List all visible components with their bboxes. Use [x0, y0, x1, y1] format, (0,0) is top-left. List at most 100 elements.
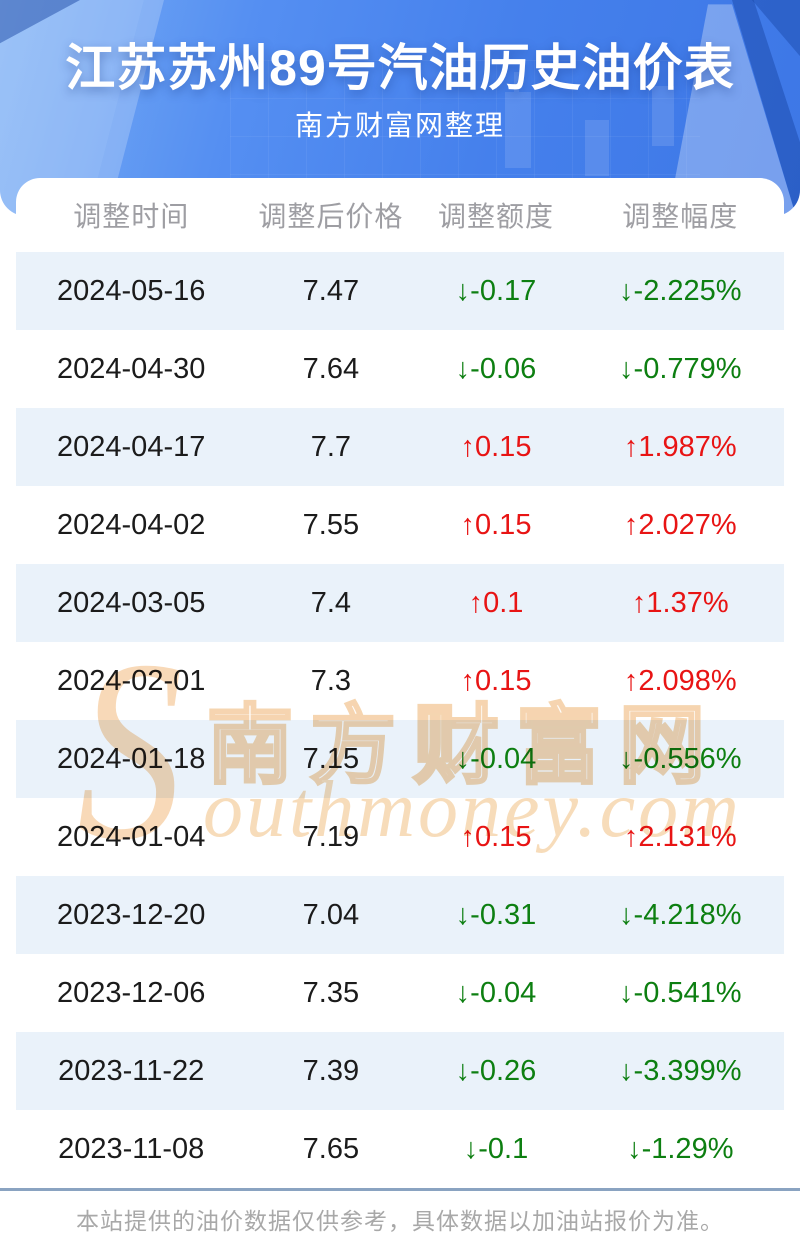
table-row: 2024-05-16 7.47 ↓-0.17 ↓-2.225%: [16, 252, 784, 330]
date-cell: 2023-11-08: [58, 1132, 205, 1165]
date-cell: 2023-12-06: [57, 976, 206, 1009]
percent-cell: ↑1.37%: [631, 586, 729, 619]
up-arrow-icon: ↑: [460, 508, 476, 541]
price-cell: 7.15: [302, 742, 360, 775]
up-arrow-icon: ↑: [623, 820, 639, 853]
price-cell: 7.47: [302, 274, 360, 307]
down-arrow-icon: ↓: [619, 898, 634, 931]
down-arrow-icon: ↓: [619, 1054, 634, 1087]
table-row: 2024-04-17 7.7 ↑0.15 ↑1.987%: [16, 408, 784, 486]
page-subtitle: 南方财富网整理: [294, 110, 505, 141]
column-header-adjust-rate: 调整幅度: [622, 201, 739, 232]
column-header-adjust-time: 调整时间: [73, 201, 190, 232]
down-arrow-icon: ↓: [455, 742, 471, 775]
down-arrow-icon: ↓: [455, 274, 471, 307]
date-cell: 2023-12-20: [57, 898, 206, 931]
up-arrow-icon: ↑: [623, 430, 639, 463]
footer-note: 本站提供的油价数据仅供参考，具体数据以加油站报价为准。: [76, 1208, 724, 1234]
table-row: 2024-01-04 7.19 ↑0.15 ↑2.131%: [16, 798, 784, 876]
down-arrow-icon: ↓: [463, 1132, 479, 1165]
change-cell: ↑0.15: [460, 508, 532, 541]
table-row: 2023-11-08 7.65 ↓-0.1 ↓-1.29%: [16, 1110, 784, 1188]
down-arrow-icon: ↓: [455, 352, 471, 385]
date-cell: 2024-01-04: [57, 820, 206, 853]
price-cell: 7.19: [302, 820, 360, 853]
change-cell: ↑0.1: [468, 586, 524, 619]
down-arrow-icon: ↓: [619, 352, 634, 385]
price-cell: 7.64: [302, 352, 360, 385]
price-cell: 7.04: [302, 898, 360, 931]
change-cell: ↑0.15: [460, 430, 532, 463]
up-arrow-icon: ↑: [623, 664, 639, 697]
date-cell: 2024-05-16: [57, 274, 206, 307]
date-cell: 2024-01-18: [57, 742, 206, 775]
table-row: 2024-04-02 7.55 ↑0.15 ↑2.027%: [16, 486, 784, 564]
percent-cell: ↓-4.218%: [619, 898, 742, 931]
up-arrow-icon: ↑: [631, 586, 647, 619]
candlestick-decoration: [514, 72, 519, 92]
percent-cell: ↓-0.541%: [619, 976, 742, 1009]
column-header-adjust-amount: 调整额度: [437, 201, 554, 232]
up-arrow-icon: ↑: [623, 508, 639, 541]
table-row: 2023-12-06 7.35 ↓-0.04 ↓-0.541%: [16, 954, 784, 1032]
change-cell: ↓-0.04: [455, 976, 537, 1009]
date-cell: 2024-02-01: [57, 664, 206, 697]
price-cell: 7.35: [302, 976, 360, 1009]
down-arrow-icon: ↓: [619, 274, 634, 307]
table-row: 2023-11-22 7.39 ↓-0.26 ↓-3.399%: [16, 1032, 784, 1110]
down-arrow-icon: ↓: [619, 742, 634, 775]
percent-cell: ↓-1.29%: [627, 1132, 734, 1165]
candlestick-decoration: [585, 120, 609, 176]
percent-cell: ↓-2.225%: [619, 274, 742, 307]
up-arrow-icon: ↑: [460, 820, 476, 853]
date-cell: 2024-04-02: [57, 508, 206, 541]
change-cell: ↓-0.06: [455, 352, 537, 385]
price-cell: 7.55: [302, 508, 360, 541]
percent-cell: ↑2.131%: [623, 820, 737, 853]
change-cell: ↓-0.31: [455, 898, 537, 931]
down-arrow-icon: ↓: [455, 898, 471, 931]
price-table-card: 调整时间 调整后价格 调整额度 调整幅度 2024-05-16 7.47 ↓-0.1…: [16, 178, 784, 1188]
date-cell: 2024-04-30: [57, 352, 206, 385]
table-row: 2024-02-01 7.3 ↑0.15 ↑2.098%: [16, 642, 784, 720]
up-arrow-icon: ↑: [460, 430, 476, 463]
percent-cell: ↑2.098%: [623, 664, 737, 697]
table-row: 2023-12-20 7.04 ↓-0.31 ↓-4.218%: [16, 876, 784, 954]
change-cell: ↑0.15: [460, 664, 532, 697]
down-arrow-icon: ↓: [619, 976, 634, 1009]
change-cell: ↓-0.1: [463, 1132, 529, 1165]
change-cell: ↓-0.26: [455, 1054, 537, 1087]
price-cell: 7.7: [310, 430, 352, 463]
down-arrow-icon: ↓: [627, 1132, 642, 1165]
change-cell: ↓-0.17: [455, 274, 537, 307]
date-cell: 2023-11-22: [58, 1054, 205, 1087]
date-cell: 2024-04-17: [57, 430, 206, 463]
table-row: 2024-04-30 7.64 ↓-0.06 ↓-0.779%: [16, 330, 784, 408]
down-arrow-icon: ↓: [455, 1054, 471, 1087]
percent-cell: ↓-0.779%: [619, 352, 742, 385]
column-header-adjusted-price: 调整后价格: [258, 201, 404, 232]
price-cell: 7.39: [302, 1054, 360, 1087]
footer-divider: [0, 1188, 800, 1191]
down-arrow-icon: ↓: [455, 976, 471, 1009]
page-title: 江苏苏州89号汽油历史油价表: [65, 40, 735, 96]
percent-cell: ↓-0.556%: [619, 742, 742, 775]
table-row: 2024-01-18 7.15 ↓-0.04 ↓-0.556%: [16, 720, 784, 798]
table-row: 2024-03-05 7.4 ↑0.1 ↑1.37%: [16, 564, 784, 642]
candlestick-decoration: [652, 86, 674, 146]
price-cell: 7.3: [310, 664, 352, 697]
change-cell: ↓-0.04: [455, 742, 537, 775]
price-cell: 7.4: [310, 586, 352, 619]
up-arrow-icon: ↑: [460, 664, 476, 697]
up-arrow-icon: ↑: [468, 586, 484, 619]
percent-cell: ↑1.987%: [623, 430, 737, 463]
candlestick-decoration: [505, 92, 531, 168]
date-cell: 2024-03-05: [57, 586, 206, 619]
price-cell: 7.65: [302, 1132, 360, 1165]
table-header-row: 调整时间 调整后价格 调整额度 调整幅度: [16, 178, 784, 252]
table-body: 2024-05-16 7.47 ↓-0.17 ↓-2.225% 2024-04-30 7.…: [16, 252, 784, 1188]
percent-cell: ↓-3.399%: [619, 1054, 742, 1087]
percent-cell: ↑2.027%: [623, 508, 737, 541]
change-cell: ↑0.15: [460, 820, 532, 853]
